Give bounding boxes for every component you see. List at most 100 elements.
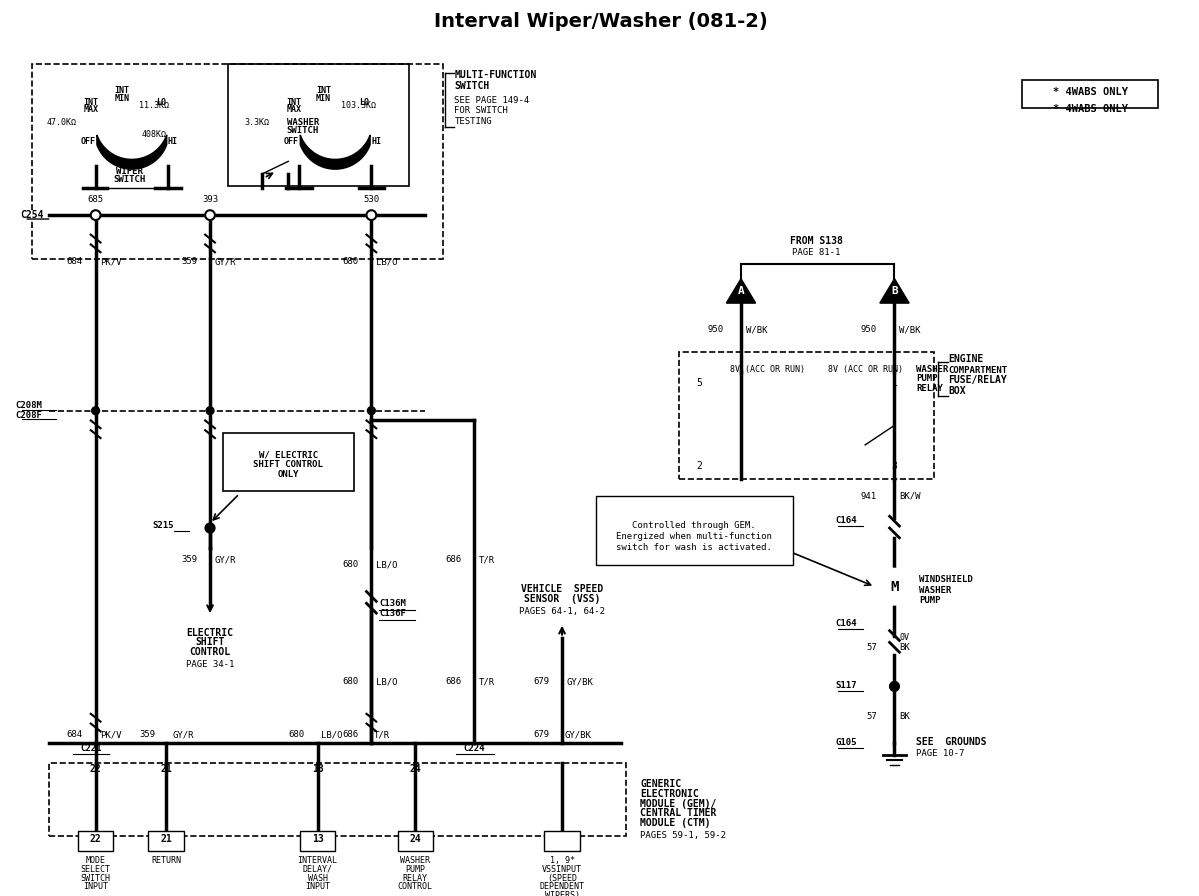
Text: 685: 685: [88, 195, 103, 204]
Text: 5: 5: [695, 378, 701, 388]
Text: FROM S138: FROM S138: [790, 237, 843, 246]
Text: MODE: MODE: [85, 856, 106, 865]
Text: MODULE (GEM)/: MODULE (GEM)/: [640, 798, 717, 809]
Text: G105: G105: [836, 738, 857, 747]
Text: 679: 679: [534, 730, 549, 739]
Text: WIPER: WIPER: [116, 167, 144, 176]
FancyBboxPatch shape: [596, 495, 793, 565]
Text: PAGES 64-1, 64-2: PAGES 64-1, 64-2: [519, 607, 605, 616]
Text: DELAY/: DELAY/: [302, 865, 332, 874]
Text: 679: 679: [534, 677, 549, 686]
Text: SHIFT: SHIFT: [195, 637, 224, 647]
Text: 359: 359: [181, 257, 198, 266]
Text: 1, 9*: 1, 9*: [549, 856, 574, 865]
Bar: [398, 831, 433, 850]
Text: INT: INT: [115, 86, 129, 95]
Polygon shape: [727, 279, 755, 303]
Text: T/R: T/R: [478, 677, 495, 686]
Text: C136F: C136F: [379, 609, 406, 618]
Text: 686: 686: [445, 556, 462, 564]
Text: Controlled through GEM.: Controlled through GEM.: [632, 521, 755, 530]
Text: VSSINPUT: VSSINPUT: [542, 865, 582, 874]
Text: 0V: 0V: [899, 633, 909, 642]
Text: RELAY: RELAY: [916, 384, 942, 393]
Text: MAX: MAX: [83, 106, 98, 115]
Bar: [228, 64, 409, 185]
Text: HI: HI: [168, 137, 177, 146]
Bar: [1022, 80, 1158, 108]
Text: ELECTRONIC: ELECTRONIC: [640, 788, 699, 799]
Text: 680: 680: [343, 560, 359, 569]
Text: WINDSHIELD: WINDSHIELD: [918, 575, 972, 584]
Text: SEE PAGE 149-4: SEE PAGE 149-4: [454, 96, 530, 105]
Text: WASHER: WASHER: [916, 365, 948, 374]
Text: PUMP: PUMP: [916, 375, 938, 383]
Text: OFF: OFF: [284, 137, 299, 146]
Text: 11.3KΩ: 11.3KΩ: [139, 100, 169, 109]
Text: W/BK: W/BK: [746, 325, 767, 334]
Text: WASHER: WASHER: [918, 586, 951, 595]
Text: CONTROL: CONTROL: [398, 883, 433, 892]
Bar: [300, 831, 336, 850]
Text: 393: 393: [201, 195, 218, 204]
Bar: [544, 831, 579, 850]
Text: 13: 13: [312, 764, 324, 774]
Text: C208F: C208F: [14, 411, 42, 420]
Text: SWITCH: SWITCH: [80, 874, 110, 883]
Text: C221: C221: [80, 744, 102, 753]
Text: 950: 950: [861, 325, 876, 334]
Text: 680: 680: [343, 677, 359, 686]
Text: Energized when multi-function: Energized when multi-function: [616, 531, 772, 541]
Text: PAGE 34-1: PAGE 34-1: [186, 659, 234, 668]
Text: WASHER: WASHER: [287, 118, 319, 127]
Text: BK/W: BK/W: [899, 492, 921, 501]
Text: 686: 686: [445, 677, 462, 686]
Text: LO: LO: [360, 98, 369, 107]
Text: switch for wash is activated.: switch for wash is activated.: [616, 542, 772, 552]
Text: BOX: BOX: [948, 386, 966, 396]
Text: 359: 359: [139, 730, 156, 739]
Text: SWITCH: SWITCH: [114, 175, 146, 184]
Circle shape: [206, 407, 213, 415]
Text: 103.3KΩ: 103.3KΩ: [342, 100, 376, 109]
Text: WASH: WASH: [308, 874, 327, 883]
Text: LO: LO: [156, 98, 167, 107]
Text: SELECT: SELECT: [80, 865, 110, 874]
Text: PUMP: PUMP: [405, 865, 426, 874]
Circle shape: [91, 211, 101, 220]
Text: GENERIC: GENERIC: [640, 780, 681, 789]
Text: 684: 684: [67, 257, 83, 266]
Text: C254: C254: [20, 211, 44, 220]
Text: INT: INT: [317, 86, 331, 95]
Circle shape: [876, 569, 912, 604]
Text: HI: HI: [372, 137, 381, 146]
Text: CENTRAL TIMER: CENTRAL TIMER: [640, 808, 717, 818]
Text: 22: 22: [90, 764, 102, 774]
Text: VEHICLE  SPEED: VEHICLE SPEED: [520, 583, 603, 593]
Text: LB/O: LB/O: [376, 560, 398, 569]
Text: PK/V: PK/V: [101, 257, 122, 266]
Circle shape: [205, 211, 215, 220]
Text: T/R: T/R: [374, 730, 391, 739]
Text: LB/O: LB/O: [376, 677, 398, 686]
Text: INTERVAL: INTERVAL: [297, 856, 338, 865]
Text: GY/R: GY/R: [215, 556, 236, 564]
Text: 950: 950: [707, 325, 723, 334]
Text: GY/BK: GY/BK: [565, 730, 592, 739]
Text: 686: 686: [343, 730, 359, 739]
Text: RETURN: RETURN: [151, 856, 181, 865]
Text: INT: INT: [83, 98, 98, 107]
Text: ELECTRIC: ELECTRIC: [187, 627, 234, 638]
Text: 13: 13: [312, 834, 324, 844]
Text: MULTI-FUNCTION: MULTI-FUNCTION: [454, 70, 537, 81]
Polygon shape: [880, 279, 909, 303]
Text: RELAY: RELAY: [403, 874, 428, 883]
Text: INPUT: INPUT: [83, 883, 108, 892]
Circle shape: [91, 407, 100, 415]
Text: MODULE (CTM): MODULE (CTM): [640, 818, 711, 828]
Text: 21: 21: [161, 764, 171, 774]
Text: Interval Wiper/Washer (081-2): Interval Wiper/Washer (081-2): [434, 12, 769, 31]
Text: GY/R: GY/R: [215, 257, 236, 266]
Text: S215: S215: [152, 521, 174, 530]
Bar: [49, 762, 626, 836]
